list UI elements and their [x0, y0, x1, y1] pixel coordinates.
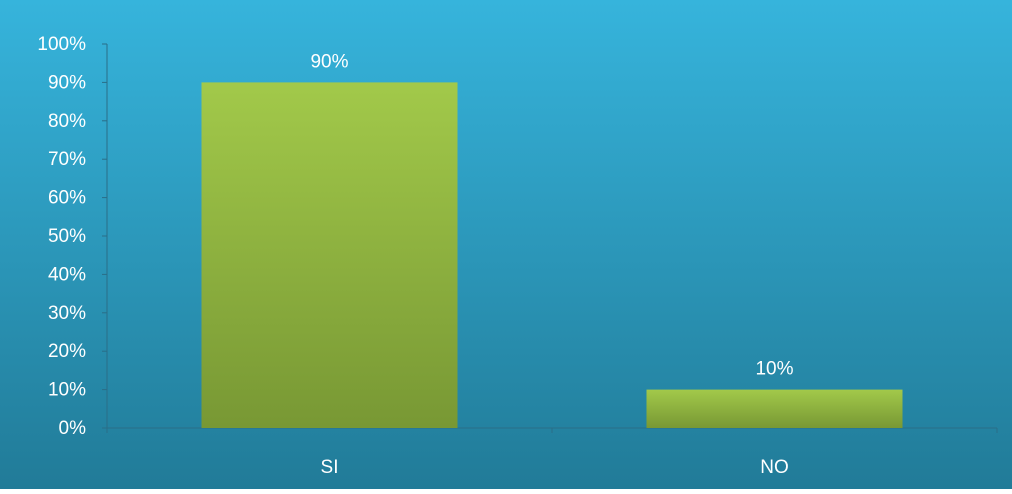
y-tick-label: 50% [48, 226, 86, 247]
data-label-si: 90% [310, 51, 348, 72]
y-tick-label: 40% [48, 264, 86, 285]
y-tick-label: 0% [59, 418, 87, 439]
x-tick-label-no: NO [760, 457, 789, 478]
x-tick-label-si: SI [321, 457, 339, 478]
y-tick-label: 100% [37, 34, 86, 55]
y-tick-label: 30% [48, 303, 86, 324]
y-tick-label: 90% [48, 72, 86, 93]
plot-area: 0% 10% 20% 30% 40% 50% 60% 70% 80% 90% 100% 90% SI 10… [37, 34, 998, 478]
bar-no [646, 389, 903, 428]
y-tick-label: 70% [48, 149, 86, 170]
bar-si [201, 82, 458, 429]
y-tick-label: 60% [48, 188, 86, 209]
data-label-no: 10% [755, 359, 793, 380]
y-tick-label: 20% [48, 341, 86, 362]
y-tick-label: 10% [48, 380, 86, 401]
y-tick-label: 80% [48, 111, 86, 132]
